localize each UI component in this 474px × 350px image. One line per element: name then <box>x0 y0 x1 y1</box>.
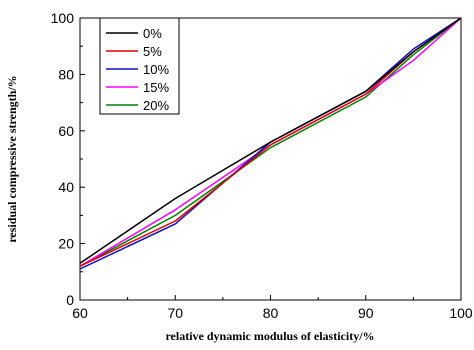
y-tick-label: 80 <box>58 66 74 82</box>
legend-label: 20% <box>143 98 169 113</box>
legend: 0% 5% 10% 15% 20% <box>99 17 180 115</box>
series-line-20pct <box>79 17 462 267</box>
y-tick-label: 60 <box>58 123 74 139</box>
legend-box <box>99 17 180 115</box>
series-line-0pct <box>79 17 462 264</box>
series-lines <box>79 17 462 270</box>
legend-label: 5% <box>143 44 162 59</box>
x-tick-label: 80 <box>263 305 279 321</box>
x-tick-label: 60 <box>72 305 88 321</box>
y-tick-label: 0 <box>66 292 74 308</box>
y-tick-label: 40 <box>58 179 74 195</box>
legend-label: 0% <box>143 26 162 41</box>
x-tick-label: 100 <box>449 305 473 321</box>
x-axis-title: relative dynamic modulus of elasticity/% <box>165 329 374 343</box>
axis-ticks: 60 70 80 90 100 0 20 40 60 80 100 <box>51 10 473 321</box>
x-tick-label: 90 <box>358 305 374 321</box>
y-tick-label: 100 <box>51 10 75 26</box>
y-axis-title: residual compressive strength/% <box>5 75 19 242</box>
legend-label: 10% <box>143 62 169 77</box>
y-tick-label: 20 <box>58 236 74 252</box>
legend-label: 15% <box>143 80 169 95</box>
x-tick-label: 70 <box>167 305 183 321</box>
